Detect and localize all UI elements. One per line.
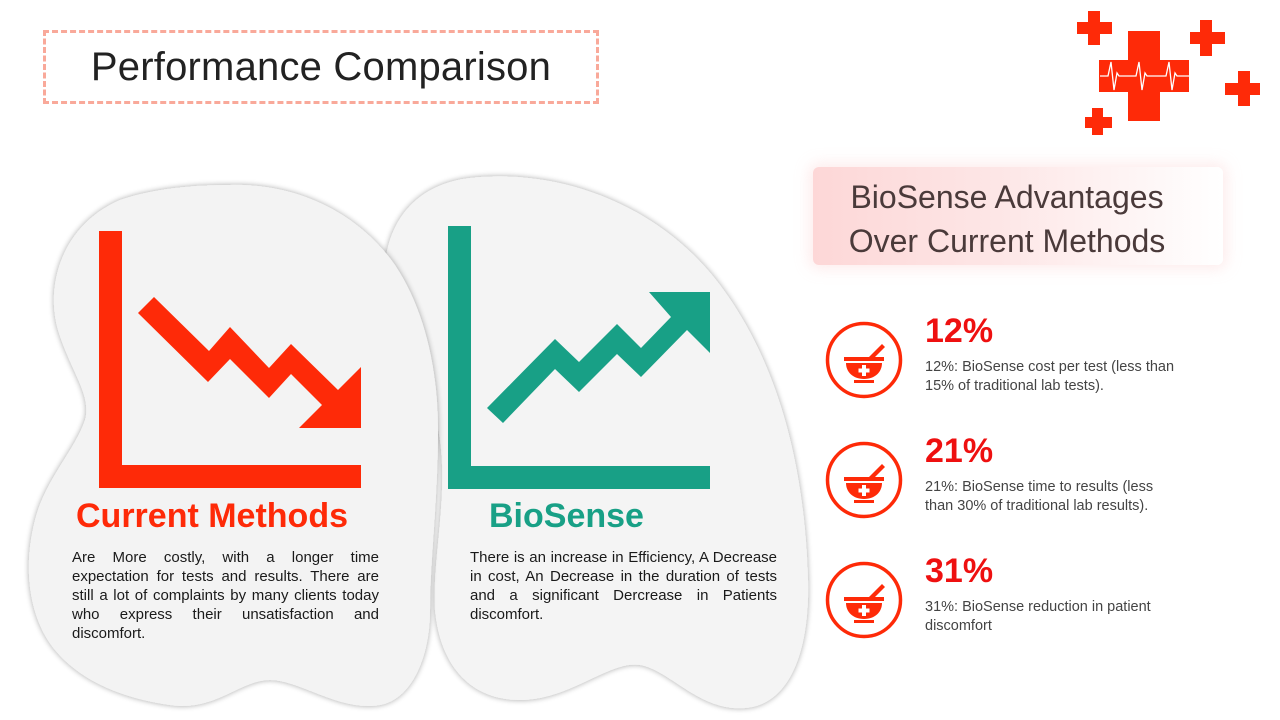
- advantage-description: 12%: BioSense cost per test (less than 1…: [925, 359, 1175, 394]
- current-methods-title: Current Methods: [76, 497, 348, 535]
- mortar-pestle-icon: [825, 441, 903, 519]
- chart-trend-up-icon: [448, 226, 710, 489]
- advantage-value: 31%: [925, 552, 994, 590]
- current-methods-panel-blob: [28, 184, 439, 707]
- advantages-heading: BioSense Advantages Over Current Methods: [848, 179, 1166, 259]
- page-title: Performance Comparison: [90, 44, 552, 89]
- mortar-pestle-icon: [825, 561, 903, 639]
- advantage-item: 21% 21%: BioSense time to results (less …: [824, 432, 1244, 530]
- medical-crosses-heartbeat-icon: [1077, 11, 1260, 135]
- advantages-header: BioSense Advantages Over Current Methods: [813, 167, 1223, 265]
- advantage-item: 31% 31%: BioSense reduction in patient d…: [824, 552, 1244, 650]
- advantage-value: 21%: [925, 432, 994, 470]
- advantage-description: 21%: BioSense time to results (less than…: [925, 479, 1154, 514]
- biosense-description: There is an increase in Efficiency, A De…: [470, 549, 777, 623]
- biosense-title: BioSense: [489, 497, 644, 535]
- comparison-panels-background: [28, 176, 809, 709]
- chart-trend-down-icon: [99, 231, 361, 488]
- mortar-pestle-icon: [825, 321, 903, 399]
- advantage-description: 31%: BioSense reduction in patient disco…: [925, 599, 1151, 634]
- advantage-item: 12% 12%: BioSense cost per test (less th…: [824, 312, 1244, 410]
- advantage-value: 12%: [925, 312, 994, 350]
- title-box: Performance Comparison: [43, 30, 599, 104]
- current-methods-description: Are More costly, with a longer time expe…: [72, 549, 379, 642]
